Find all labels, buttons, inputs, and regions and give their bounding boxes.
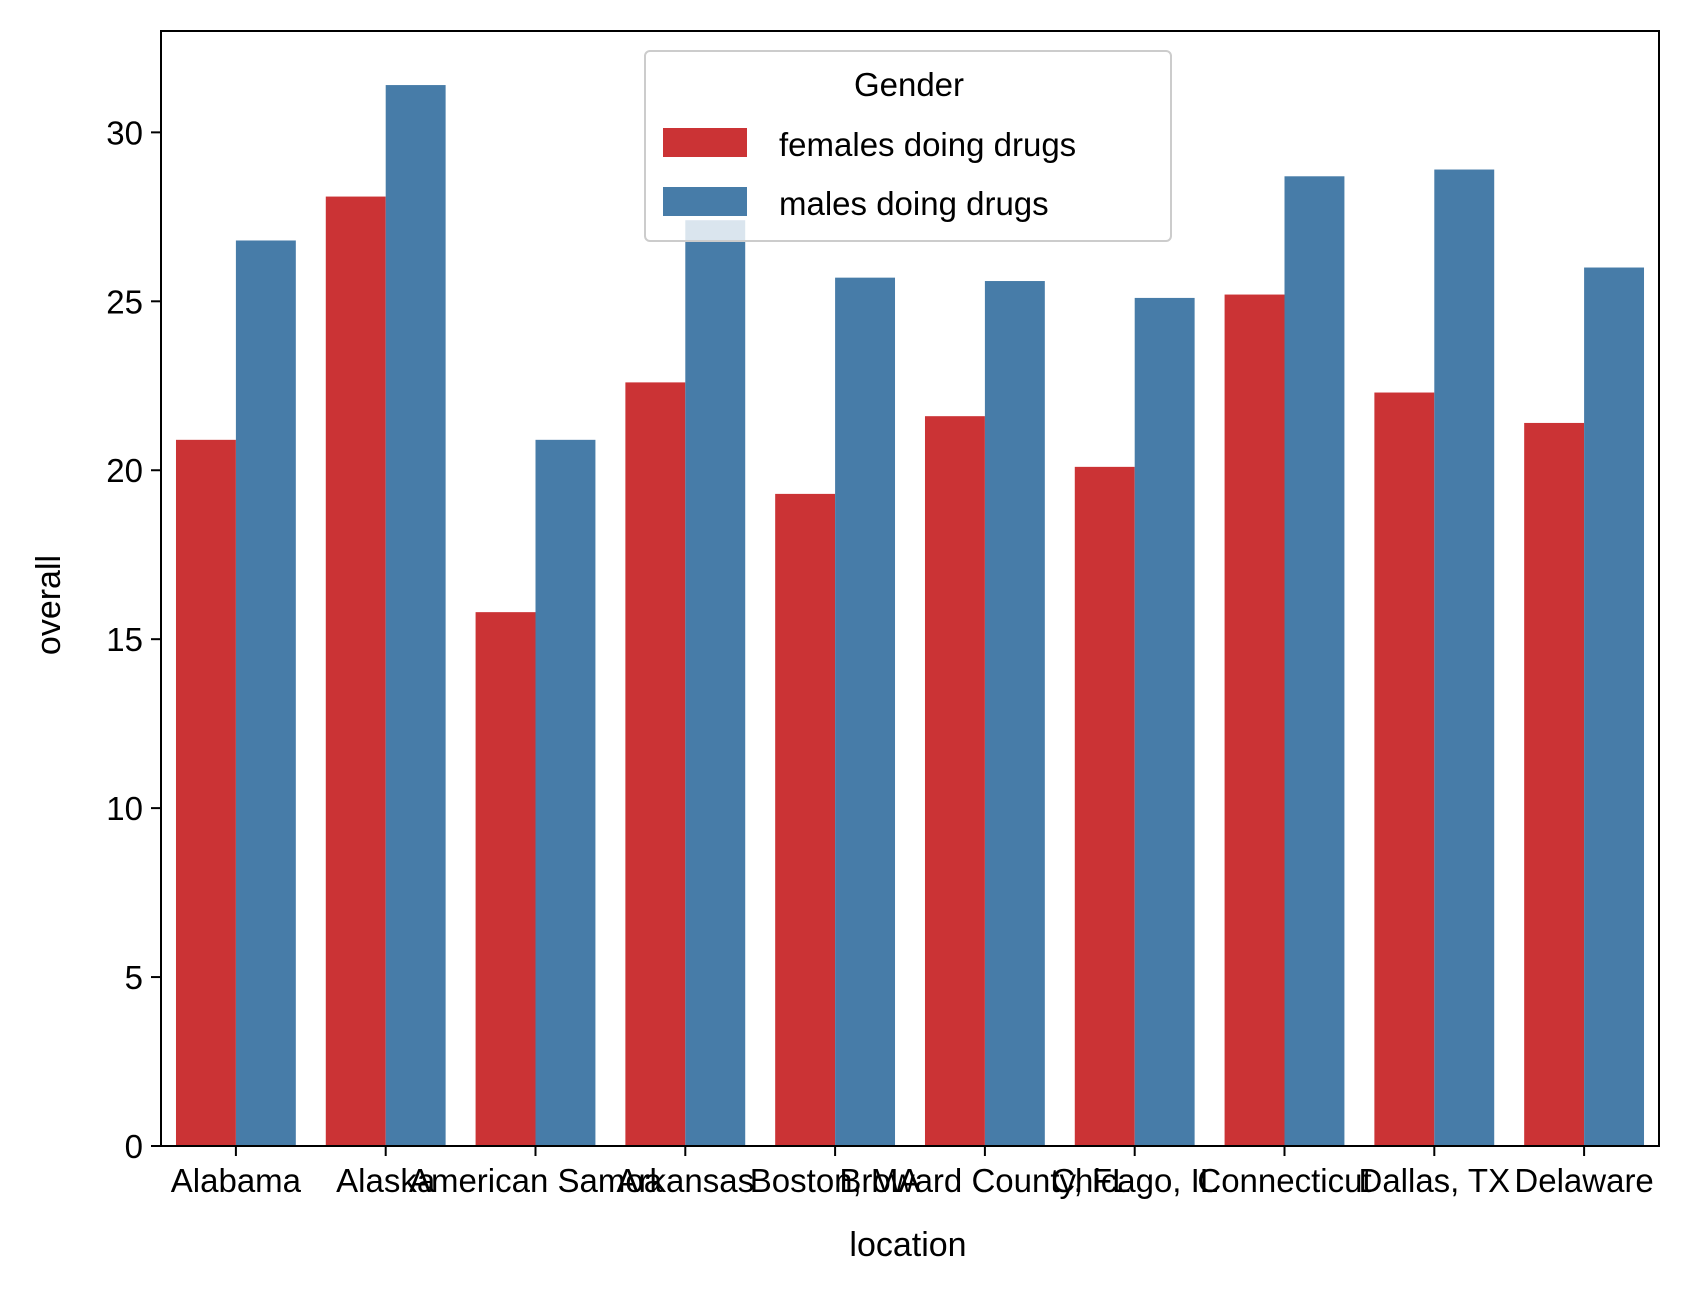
y-tick-label: 30 [106, 114, 143, 151]
bar-males-3 [685, 220, 746, 1146]
x-axis-label: location [849, 1226, 966, 1264]
plot-frame [160, 30, 1660, 1147]
y-tick-layer: 0 5 10 15 20 25 30 [106, 114, 161, 1165]
x-tick-label: Alaska [336, 1162, 436, 1199]
y-tick-label: 15 [106, 621, 143, 658]
bars-layer [175, 85, 1645, 1147]
bar-females-0 [175, 439, 236, 1147]
x-tick-label: Alabama [171, 1162, 302, 1199]
y-tick-label: 20 [106, 452, 143, 489]
bar-males-8 [1434, 169, 1495, 1146]
legend-title: Gender [854, 66, 964, 103]
x-tick-label: Arkansas [617, 1162, 755, 1199]
y-tick-label: 25 [106, 283, 143, 320]
bar-males-5 [984, 281, 1045, 1146]
bar-males-9 [1584, 267, 1645, 1146]
y-axis-label: overall [30, 555, 68, 655]
bar-females-8 [1374, 392, 1435, 1146]
legend-frame [644, 50, 1172, 242]
bar-females-5 [924, 416, 985, 1146]
legend: Gender females doing drugs males doing d… [644, 50, 1172, 242]
legend-label-females: females doing drugs [779, 126, 1076, 163]
bar-females-4 [775, 493, 836, 1146]
bar-females-6 [1074, 466, 1135, 1146]
bar-males-7 [1284, 176, 1345, 1147]
bar-males-4 [835, 277, 896, 1146]
bar-females-1 [325, 196, 386, 1146]
legend-swatch-males [663, 187, 747, 216]
x-tick-label: American Samoa [409, 1162, 663, 1199]
bar-males-6 [1134, 297, 1195, 1146]
x-tick-label: Chicago, IL [1051, 1162, 1218, 1199]
bar-females-2 [475, 612, 536, 1146]
bar-females-9 [1524, 422, 1585, 1146]
y-tick-label: 5 [125, 959, 143, 996]
y-tick-label: 10 [106, 790, 143, 827]
x-tick-label: Boston, MA [750, 1162, 921, 1199]
legend-label-males: males doing drugs [779, 185, 1049, 222]
x-tick-label: Dallas, TX [1358, 1162, 1510, 1199]
bar-males-0 [235, 240, 296, 1147]
x-tick-label: Delaware [1514, 1162, 1653, 1199]
bar-males-2 [535, 439, 596, 1147]
x-tick-label: Broward County, FL [839, 1162, 1130, 1199]
y-tick-label: 0 [125, 1128, 143, 1165]
legend-swatch-females [663, 128, 747, 157]
x-tick-label: Connecticut [1197, 1162, 1371, 1199]
bar-females-7 [1224, 294, 1285, 1146]
bar-males-1 [385, 85, 446, 1146]
axes-layer [160, 30, 1660, 1147]
bar-females-3 [625, 382, 686, 1146]
